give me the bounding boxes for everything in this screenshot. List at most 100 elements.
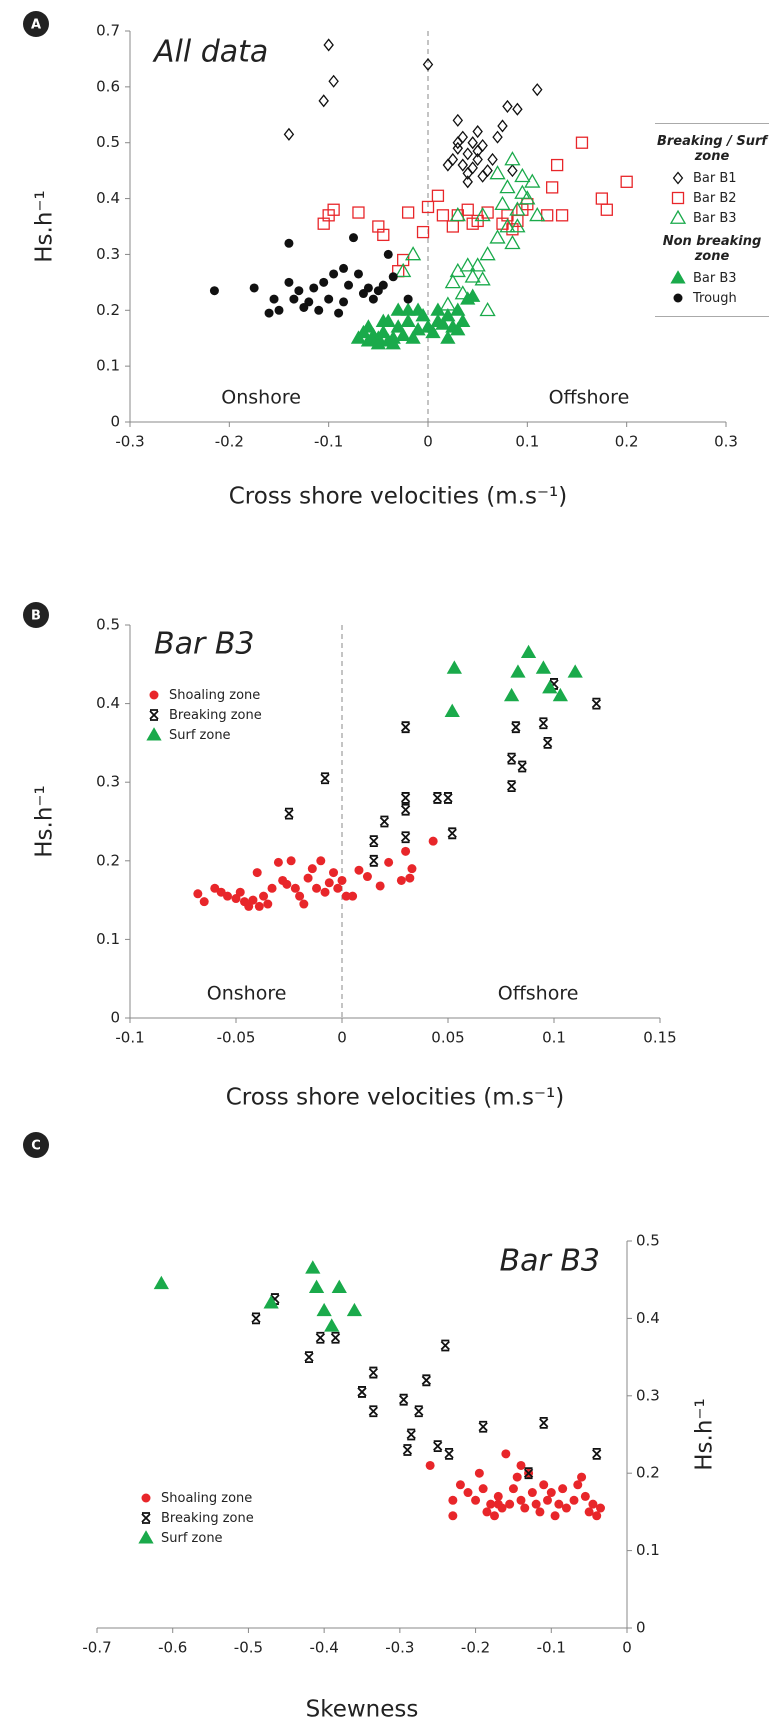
- point: [600, 203, 613, 216]
- point: [339, 297, 349, 307]
- y-tick-label: 0.4: [636, 1309, 660, 1327]
- point: [199, 897, 209, 907]
- annotation: Onshore: [221, 387, 301, 409]
- y-tick-label: 0.2: [96, 301, 120, 319]
- point: [444, 274, 461, 289]
- legend-item: Trough: [655, 288, 769, 308]
- series: [444, 644, 583, 717]
- point: [461, 203, 474, 216]
- point: [360, 319, 377, 333]
- point: [489, 229, 506, 244]
- point: [363, 283, 373, 293]
- legend-item: Bar B3: [655, 208, 769, 228]
- point: [375, 324, 391, 339]
- point: [149, 690, 159, 700]
- point: [552, 687, 568, 702]
- panel-label: B: [31, 609, 41, 624]
- x-tick-label: -0.1: [537, 1639, 566, 1657]
- point: [316, 856, 326, 866]
- annotation: Offshore: [498, 983, 579, 1005]
- legend-marker: [149, 690, 159, 700]
- point: [492, 130, 503, 144]
- point: [474, 1468, 484, 1478]
- point: [442, 158, 454, 172]
- point: [539, 1480, 549, 1490]
- point: [504, 151, 521, 166]
- point: [400, 803, 411, 816]
- point: [448, 1511, 458, 1521]
- x-tick-label: 0.05: [431, 1029, 464, 1047]
- point: [452, 113, 464, 127]
- y-tick-label: 0.7: [96, 22, 120, 40]
- series: [350, 288, 481, 350]
- legend-label: Bar B3: [693, 210, 737, 226]
- point: [506, 780, 517, 793]
- point: [369, 835, 379, 848]
- point: [263, 899, 273, 909]
- point: [462, 175, 473, 189]
- legend-marker: [149, 709, 159, 721]
- legend-label: Shoaling zone: [161, 1490, 253, 1506]
- point: [531, 1499, 541, 1509]
- point: [314, 305, 324, 315]
- point: [362, 872, 372, 882]
- point: [502, 99, 513, 113]
- point: [523, 1467, 534, 1480]
- point: [527, 1488, 537, 1498]
- legend-marker: [671, 191, 685, 205]
- point: [380, 313, 396, 327]
- y-tick-label: 0.1: [96, 357, 120, 375]
- point: [520, 644, 537, 659]
- point: [478, 1420, 488, 1433]
- point: [141, 1512, 151, 1524]
- point: [270, 1293, 280, 1305]
- annotation: Onshore: [207, 983, 287, 1005]
- point: [379, 815, 390, 828]
- point: [334, 308, 344, 318]
- point: [446, 660, 462, 674]
- point: [673, 293, 683, 303]
- point: [543, 1495, 552, 1505]
- point: [269, 294, 279, 304]
- point: [520, 1503, 530, 1513]
- point: [402, 1444, 413, 1456]
- point: [400, 302, 416, 316]
- legend-item: Shoaling zone: [145, 685, 305, 705]
- point: [274, 305, 284, 315]
- point: [289, 294, 299, 304]
- series: [153, 1260, 363, 1332]
- legend-label: Breaking zone: [161, 1510, 254, 1526]
- point: [400, 721, 411, 734]
- y-tick-label: 0.4: [96, 694, 120, 712]
- point: [516, 1495, 526, 1505]
- legend-item: Surf zone: [145, 725, 305, 745]
- legend-label: Surf zone: [161, 1530, 223, 1546]
- point: [472, 125, 483, 139]
- point: [331, 1279, 347, 1293]
- x-tick-label: -0.2: [461, 1639, 490, 1657]
- point: [543, 737, 553, 749]
- point: [532, 83, 543, 97]
- point: [672, 171, 684, 185]
- legend-item: Surf zone: [137, 1528, 297, 1548]
- point: [497, 119, 508, 133]
- series: [209, 233, 413, 318]
- point: [486, 1499, 496, 1509]
- point: [588, 1499, 598, 1509]
- point: [305, 1260, 321, 1274]
- point: [539, 1416, 549, 1429]
- point: [395, 327, 411, 341]
- x-axis-label: Cross shore velocities (m.s⁻¹): [229, 484, 568, 510]
- point: [501, 1449, 511, 1459]
- point: [561, 1503, 571, 1513]
- point: [249, 283, 259, 293]
- point: [263, 1295, 279, 1309]
- point: [512, 1472, 522, 1482]
- point: [508, 1484, 518, 1494]
- point: [580, 1491, 590, 1501]
- point: [467, 161, 478, 175]
- point: [671, 191, 685, 205]
- y-axis-label: Hs.h⁻¹: [32, 785, 58, 858]
- point: [294, 286, 304, 296]
